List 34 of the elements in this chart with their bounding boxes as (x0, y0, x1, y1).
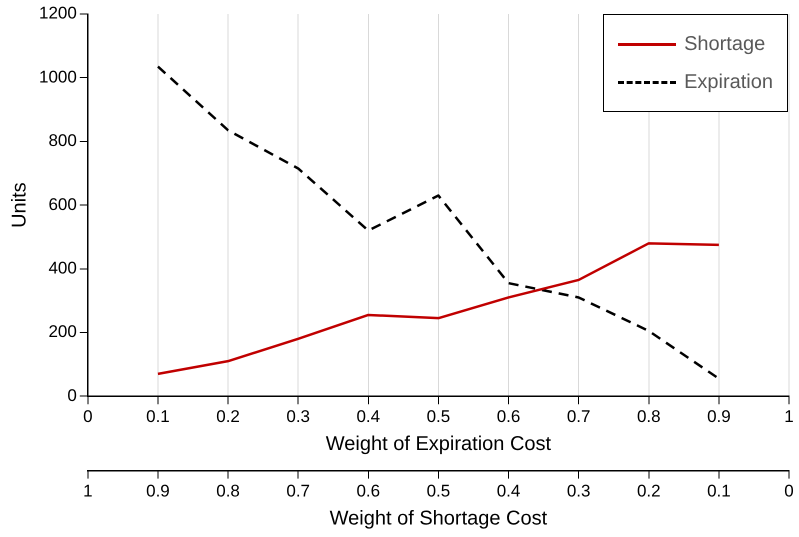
x-tick-label: 0.3 (286, 407, 310, 426)
x2-tick-label: 0 (784, 481, 794, 500)
x-tick-label: 0.1 (146, 407, 170, 426)
x-tick-label: 0.9 (707, 407, 731, 426)
x-tick-label: 0 (83, 407, 93, 426)
x-tick-label: 0.8 (636, 407, 661, 426)
y-tick-label: 1000 (38, 67, 77, 86)
x2-tick-label: 0.7 (286, 481, 310, 500)
x2-axis-title: Weight of Shortage Cost (330, 508, 548, 530)
x2-tick-label: 0.8 (216, 481, 240, 500)
x-tick-label: 0.2 (216, 407, 240, 426)
x-tick-label: 0.7 (566, 407, 590, 426)
y-tick-label: 800 (48, 131, 77, 150)
y-tick-label: 0 (67, 386, 77, 405)
x-tick-label: 1 (784, 407, 794, 426)
y-tick-label: 600 (48, 194, 77, 214)
x2-tick-label: 1 (83, 481, 93, 500)
x2-tick-label: 0.3 (566, 481, 590, 500)
y-tick-label: 1200 (38, 4, 77, 23)
x2-tick-label: 0.4 (496, 481, 520, 500)
x-axis-title: Weight of Expiration Cost (326, 433, 552, 456)
legend-label: Shortage (684, 32, 766, 56)
x-tick-label: 0.6 (496, 407, 520, 426)
x2-tick-label: 0.9 (146, 481, 170, 500)
x2-tick-label: 0.5 (426, 481, 450, 500)
y-tick-label: 200 (48, 322, 77, 342)
y-axis-title: Units (8, 182, 31, 228)
x2-tick-label: 0.2 (636, 481, 661, 500)
legend-label: Expiration (684, 70, 773, 94)
y-tick-label: 400 (48, 258, 77, 278)
x-tick-label: 0.5 (426, 407, 450, 426)
x2-tick-label: 0.6 (356, 481, 380, 500)
x2-tick-label: 0.1 (707, 481, 731, 500)
x-tick-label: 0.4 (356, 407, 380, 426)
